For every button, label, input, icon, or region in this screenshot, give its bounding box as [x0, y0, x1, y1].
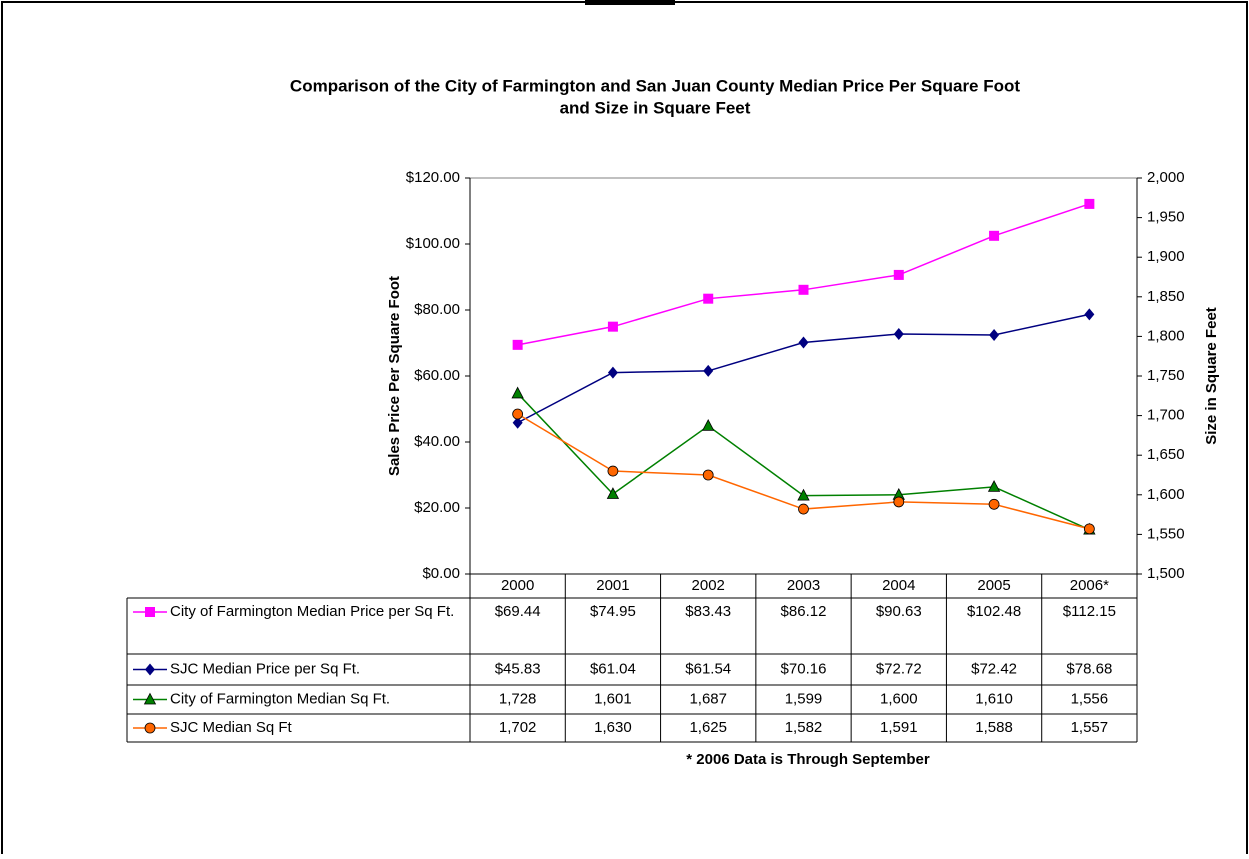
- table-value: 1,702: [499, 719, 537, 736]
- data-point: [702, 469, 714, 481]
- x-tick-label: 2003: [787, 577, 820, 594]
- y2-tick-label: 1,950: [1147, 209, 1185, 226]
- y-tick-label: $0.00: [422, 565, 460, 582]
- table-value: $102.48: [967, 603, 1021, 620]
- table-value: 1,588: [975, 719, 1013, 736]
- legend-key-marker: [143, 692, 157, 705]
- y2-tick-label: 1,600: [1147, 486, 1185, 503]
- table-value: $78.68: [1066, 660, 1112, 677]
- data-point: [893, 496, 905, 508]
- data-point: [703, 364, 714, 377]
- legend-key-marker: [145, 607, 155, 617]
- x-tick-label: 2001: [596, 577, 629, 594]
- table-value: $61.54: [685, 660, 731, 677]
- chart-title: and Size in Square Feet: [560, 98, 751, 117]
- table-value: $86.12: [781, 603, 827, 620]
- table-value: $61.04: [590, 660, 636, 677]
- x-tick-label: 2000: [501, 577, 534, 594]
- data-point: [606, 487, 620, 499]
- frame-tab: [585, 0, 675, 5]
- x-tick-label: 2004: [882, 577, 915, 594]
- y2-tick-label: 1,850: [1147, 288, 1185, 305]
- series-line: [517, 203, 1090, 346]
- data-point: [893, 269, 904, 280]
- table-value: $83.43: [685, 603, 731, 620]
- x-tick-label: 2006*: [1070, 577, 1109, 594]
- y-tick-label: $80.00: [414, 301, 460, 318]
- y2-tick-label: 1,900: [1147, 248, 1185, 265]
- data-point: [512, 408, 524, 420]
- data-point: [607, 321, 618, 332]
- x-tick-label: 2005: [977, 577, 1010, 594]
- chart-title: Comparison of the City of Farmington and…: [290, 76, 1020, 95]
- data-point: [797, 488, 810, 501]
- y2-tick-label: 1,700: [1147, 407, 1185, 424]
- series-line: [517, 313, 1090, 424]
- data-point: [798, 284, 809, 295]
- table-value: 1,610: [975, 690, 1013, 707]
- data-point: [1084, 198, 1095, 209]
- y-tick-label: $60.00: [414, 367, 460, 384]
- table-value: 1,728: [499, 690, 537, 707]
- table-value: 1,600: [880, 690, 918, 707]
- legend-label: City of Farmington Median Price per Sq F…: [170, 603, 454, 620]
- y2-tick-label: 1,550: [1147, 525, 1185, 542]
- table-value: $45.83: [495, 660, 541, 677]
- table-value: 1,599: [785, 690, 823, 707]
- table-value: $72.72: [876, 660, 922, 677]
- table-value: 1,556: [1071, 690, 1109, 707]
- y-tick-label: $100.00: [406, 235, 460, 252]
- table-value: 1,630: [594, 719, 632, 736]
- data-point: [1083, 523, 1095, 535]
- data-point: [703, 293, 714, 304]
- data-point: [512, 416, 523, 429]
- data-point: [989, 329, 1000, 342]
- y2-tick-label: 2,000: [1147, 169, 1185, 186]
- legend-label: SJC Median Price per Sq Ft.: [170, 660, 360, 677]
- legend-label: SJC Median Sq Ft: [170, 719, 293, 736]
- y2-tick-label: 1,800: [1147, 327, 1185, 344]
- table-value: 1,601: [594, 690, 632, 707]
- legend-key-marker: [145, 663, 155, 676]
- table-value: 1,687: [689, 690, 727, 707]
- table-value: $72.42: [971, 660, 1017, 677]
- data-point: [1084, 308, 1095, 321]
- annotation: * 2006 Data is Through September: [686, 751, 930, 768]
- table-value: 1,625: [689, 719, 727, 736]
- table-value: $74.95: [590, 603, 636, 620]
- y2-tick-label: 1,750: [1147, 367, 1185, 384]
- data-point: [607, 366, 618, 379]
- legend-label: City of Farmington Median Sq Ft.: [170, 690, 390, 707]
- data-point: [607, 465, 619, 477]
- y-tick-label: $40.00: [414, 433, 460, 450]
- data-point: [798, 336, 809, 349]
- table-value: $70.16: [781, 660, 827, 677]
- y2-axis-label: Size in Square Feet: [1203, 307, 1220, 445]
- data-point: [512, 339, 523, 350]
- y-tick-label: $120.00: [406, 169, 460, 186]
- y-axis-label: Sales Price Per Square Foot: [386, 276, 403, 476]
- data-point: [511, 386, 524, 399]
- legend-key-marker: [144, 722, 156, 734]
- data-point: [893, 328, 904, 341]
- table-value: $90.63: [876, 603, 922, 620]
- y2-tick-label: 1,500: [1147, 565, 1185, 582]
- y-tick-label: $20.00: [414, 499, 460, 516]
- table-value: $69.44: [495, 603, 541, 620]
- data-point: [702, 419, 715, 431]
- table-value: $112.15: [1063, 603, 1116, 620]
- data-point: [988, 498, 1000, 510]
- table-value: 1,582: [785, 719, 823, 736]
- data-point: [989, 230, 1000, 241]
- table-value: 1,557: [1071, 719, 1109, 736]
- table-value: 1,591: [880, 719, 918, 736]
- data-point: [798, 503, 809, 515]
- x-tick-label: 2002: [692, 577, 725, 594]
- data-point: [987, 480, 1001, 492]
- y2-tick-label: 1,650: [1147, 446, 1185, 463]
